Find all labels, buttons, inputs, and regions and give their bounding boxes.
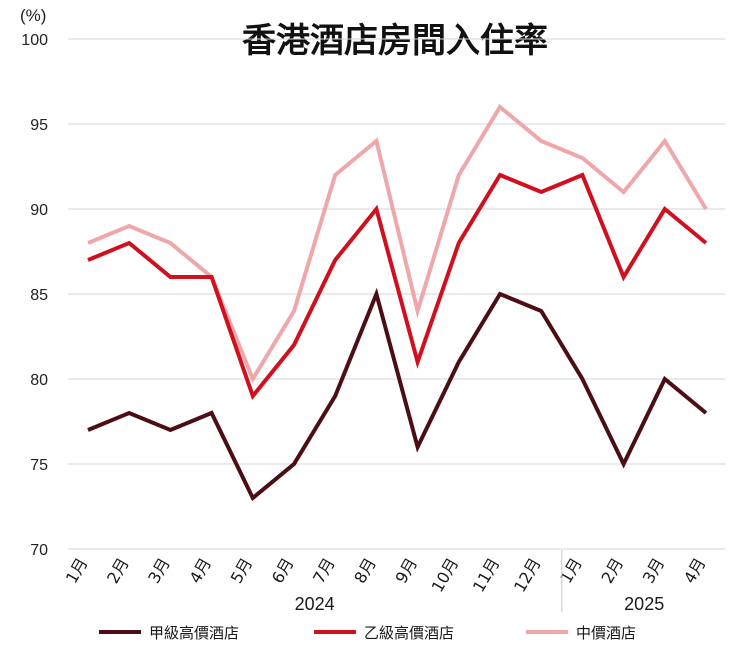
legend-label: 中價酒店 bbox=[576, 624, 636, 642]
x-axis-year-groups: 2024 2025 bbox=[295, 550, 664, 614]
legend: 甲級高價酒店 乙級高價酒店 中價酒店 bbox=[99, 624, 636, 642]
y-tick-label: 70 bbox=[30, 542, 48, 559]
y-axis-ticks: 70 75 80 85 90 95 100 bbox=[21, 32, 48, 559]
series-line bbox=[87, 287, 708, 502]
year-label: 2024 bbox=[295, 594, 335, 614]
x-tick-label: 2月 bbox=[103, 555, 133, 587]
gridlines bbox=[68, 38, 725, 550]
x-tick-label: 11月 bbox=[469, 555, 504, 596]
y-tick-label: 100 bbox=[21, 32, 48, 49]
x-tick-label: 6月 bbox=[268, 555, 298, 587]
x-tick-label: 2月 bbox=[598, 555, 628, 587]
y-tick-label: 95 bbox=[30, 117, 48, 134]
x-tick-label: 1月 bbox=[62, 555, 92, 587]
x-tick-label: 5月 bbox=[227, 555, 257, 587]
x-tick-label: 10月 bbox=[428, 555, 463, 596]
y-tick-label: 85 bbox=[30, 287, 48, 304]
x-tick-label: 1月 bbox=[556, 555, 586, 587]
x-tick-label: 4月 bbox=[680, 555, 710, 587]
y-axis-unit-label: (%) bbox=[20, 6, 46, 25]
chart-title: 香港酒店房間入住率 bbox=[242, 21, 548, 61]
x-tick-label: 8月 bbox=[350, 555, 380, 587]
y-tick-label: 75 bbox=[30, 457, 48, 474]
legend-label: 甲級高價酒店 bbox=[149, 624, 239, 642]
x-tick-label: 3月 bbox=[144, 555, 174, 587]
x-tick-label: 12月 bbox=[510, 555, 545, 596]
series-line bbox=[87, 103, 708, 384]
y-tick-label: 90 bbox=[30, 202, 48, 219]
x-axis-ticks: 1月 2月 3月 4月 5月 6月 7月 8月 9月 10月 11月 12月 1月 2月 3月 4月 bbox=[62, 555, 710, 596]
y-tick-label: 80 bbox=[30, 372, 48, 389]
series-line bbox=[87, 172, 708, 401]
year-label: 2025 bbox=[624, 594, 664, 614]
x-tick-label: 7月 bbox=[309, 555, 339, 587]
legend-label: 乙級高價酒店 bbox=[364, 624, 454, 642]
x-tick-label: 9月 bbox=[392, 555, 422, 587]
x-tick-label: 4月 bbox=[186, 555, 216, 587]
x-tick-label: 3月 bbox=[639, 555, 669, 587]
series-lines bbox=[87, 103, 708, 502]
